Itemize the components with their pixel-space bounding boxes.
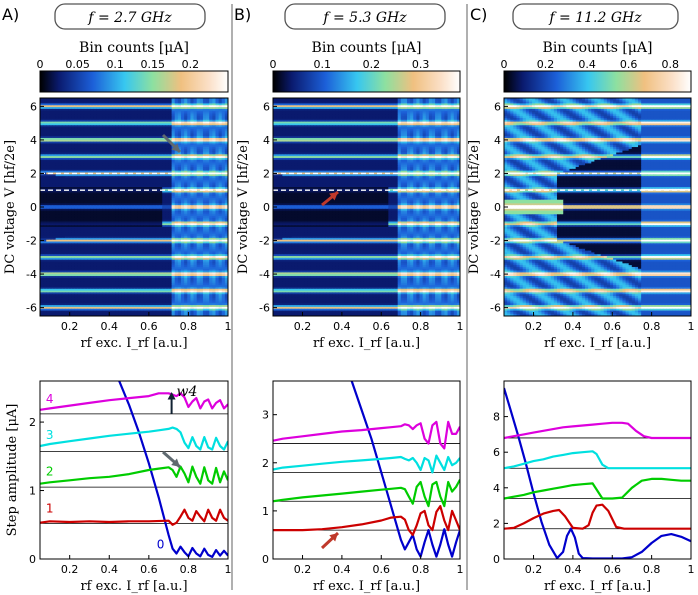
heatmap-panel-1: 0.2 0.4 0.6 0.8 1-6-4-20246rf exc. I_rf [a.u…	[2, 4, 232, 351]
